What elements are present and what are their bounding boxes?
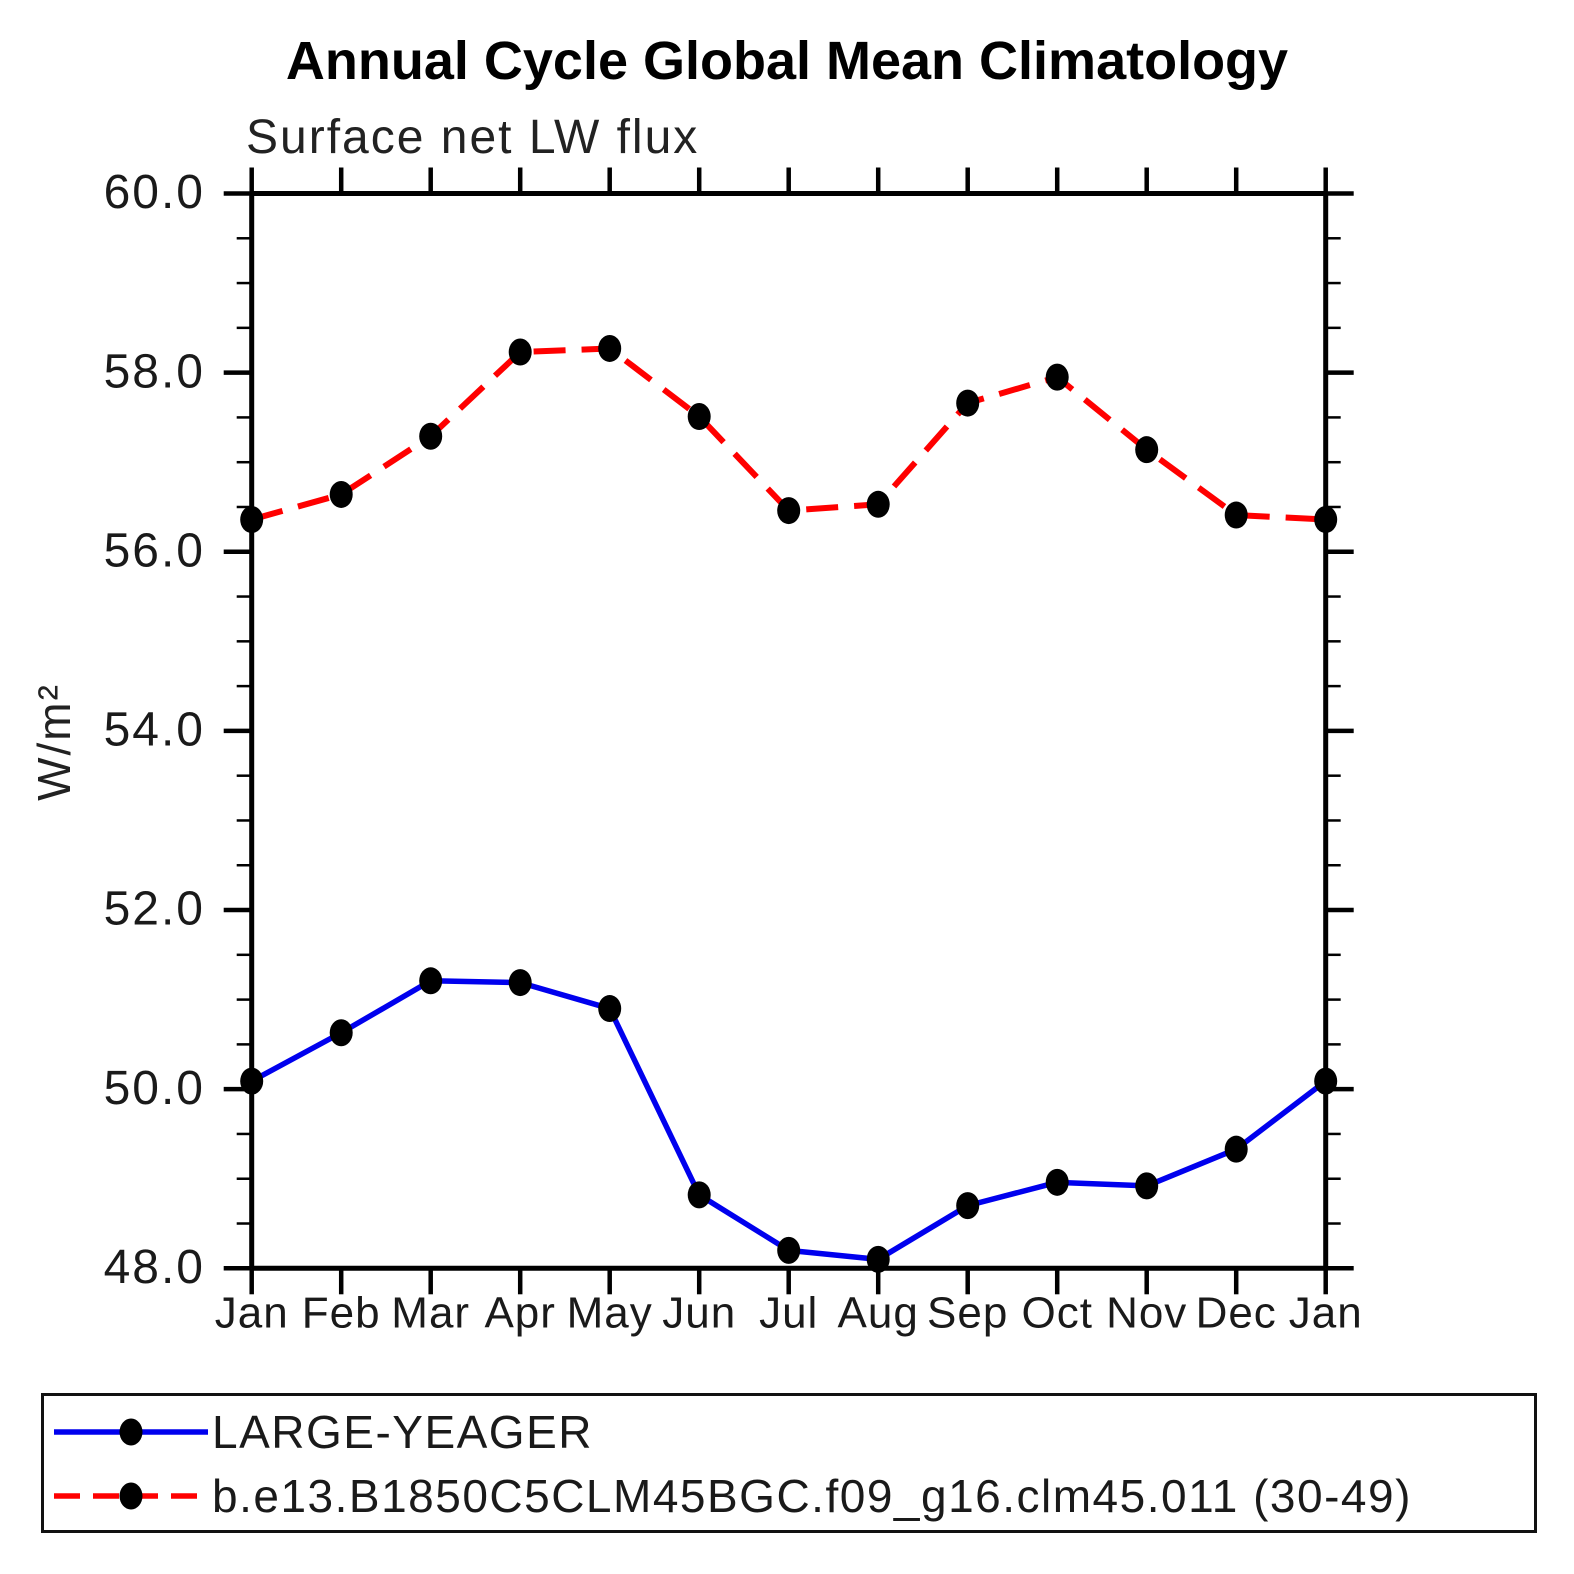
x-tick-label: Nov	[1106, 1289, 1187, 1338]
data-point	[1314, 1067, 1338, 1095]
y-tick-label: 56.0	[104, 524, 205, 577]
data-point	[508, 969, 532, 997]
data-point	[508, 338, 532, 366]
data-point	[687, 403, 711, 431]
legend-item: b.e13.B1850C5CLM45BGC.f09_g16.clm45.011 …	[48, 1470, 1412, 1522]
legend-box: LARGE-YEAGER b.e13.B1850C5CLM45BGC.f09_g…	[41, 1393, 1537, 1533]
data-point	[329, 1019, 353, 1047]
data-point	[1314, 506, 1338, 534]
x-tick-label: Sep	[927, 1289, 1008, 1338]
data-point	[419, 967, 443, 995]
data-point	[419, 422, 443, 450]
y-tick-label: 58.0	[104, 345, 205, 398]
series-line-solid	[250, 978, 1328, 1263]
x-tick-label: Oct	[1021, 1289, 1092, 1338]
data-point	[1135, 436, 1159, 464]
y-tick-label: 50.0	[104, 1062, 205, 1115]
data-point	[866, 490, 890, 518]
chart-subtitle: Surface net LW flux	[246, 111, 700, 164]
series-line-dashed	[250, 345, 1326, 523]
x-tick-label: Jan	[1289, 1289, 1363, 1338]
x-tick-label: May	[567, 1289, 653, 1338]
x-tick-label: Jul	[759, 1289, 818, 1338]
data-point	[1224, 501, 1248, 529]
data-point	[687, 1181, 711, 1209]
legend-item: LARGE-YEAGER	[48, 1406, 593, 1458]
legend-marker-dot	[119, 1418, 143, 1446]
data-point	[1045, 363, 1069, 391]
data-point	[777, 497, 801, 525]
legend-label: LARGE-YEAGER	[212, 1406, 593, 1458]
data-point	[1135, 1172, 1159, 1200]
data-point	[956, 389, 980, 417]
x-tick-label: Jun	[662, 1289, 736, 1338]
data-point	[598, 334, 622, 362]
data-point	[329, 480, 353, 508]
legend-marker-dot	[119, 1482, 143, 1510]
legend-line-sample-solid	[54, 1418, 208, 1446]
data-point	[956, 1192, 980, 1220]
chart-title: Annual Cycle Global Mean Climatology	[285, 31, 1289, 91]
y-tick-label: 60.0	[104, 166, 205, 219]
x-tick-label: Feb	[302, 1289, 381, 1338]
data-point	[240, 1067, 264, 1095]
x-tick-label: Apr	[484, 1289, 555, 1338]
legend-line-sample-dashed	[54, 1482, 208, 1510]
data-point	[777, 1236, 801, 1264]
x-tick-label: Dec	[1196, 1289, 1277, 1338]
x-tick-label: Mar	[391, 1289, 470, 1338]
data-point	[598, 995, 622, 1023]
y-tick-label: 52.0	[104, 883, 205, 936]
data-point	[240, 506, 264, 534]
data-point	[866, 1245, 890, 1273]
x-tick-label: Jan	[215, 1289, 289, 1338]
data-point	[1045, 1168, 1069, 1196]
legend-label: b.e13.B1850C5CLM45BGC.f09_g16.clm45.011 …	[212, 1470, 1412, 1522]
x-tick-label: Aug	[838, 1289, 919, 1338]
data-point	[1224, 1135, 1248, 1163]
y-tick-label: 48.0	[104, 1241, 205, 1294]
y-tick-label: 54.0	[104, 704, 205, 757]
